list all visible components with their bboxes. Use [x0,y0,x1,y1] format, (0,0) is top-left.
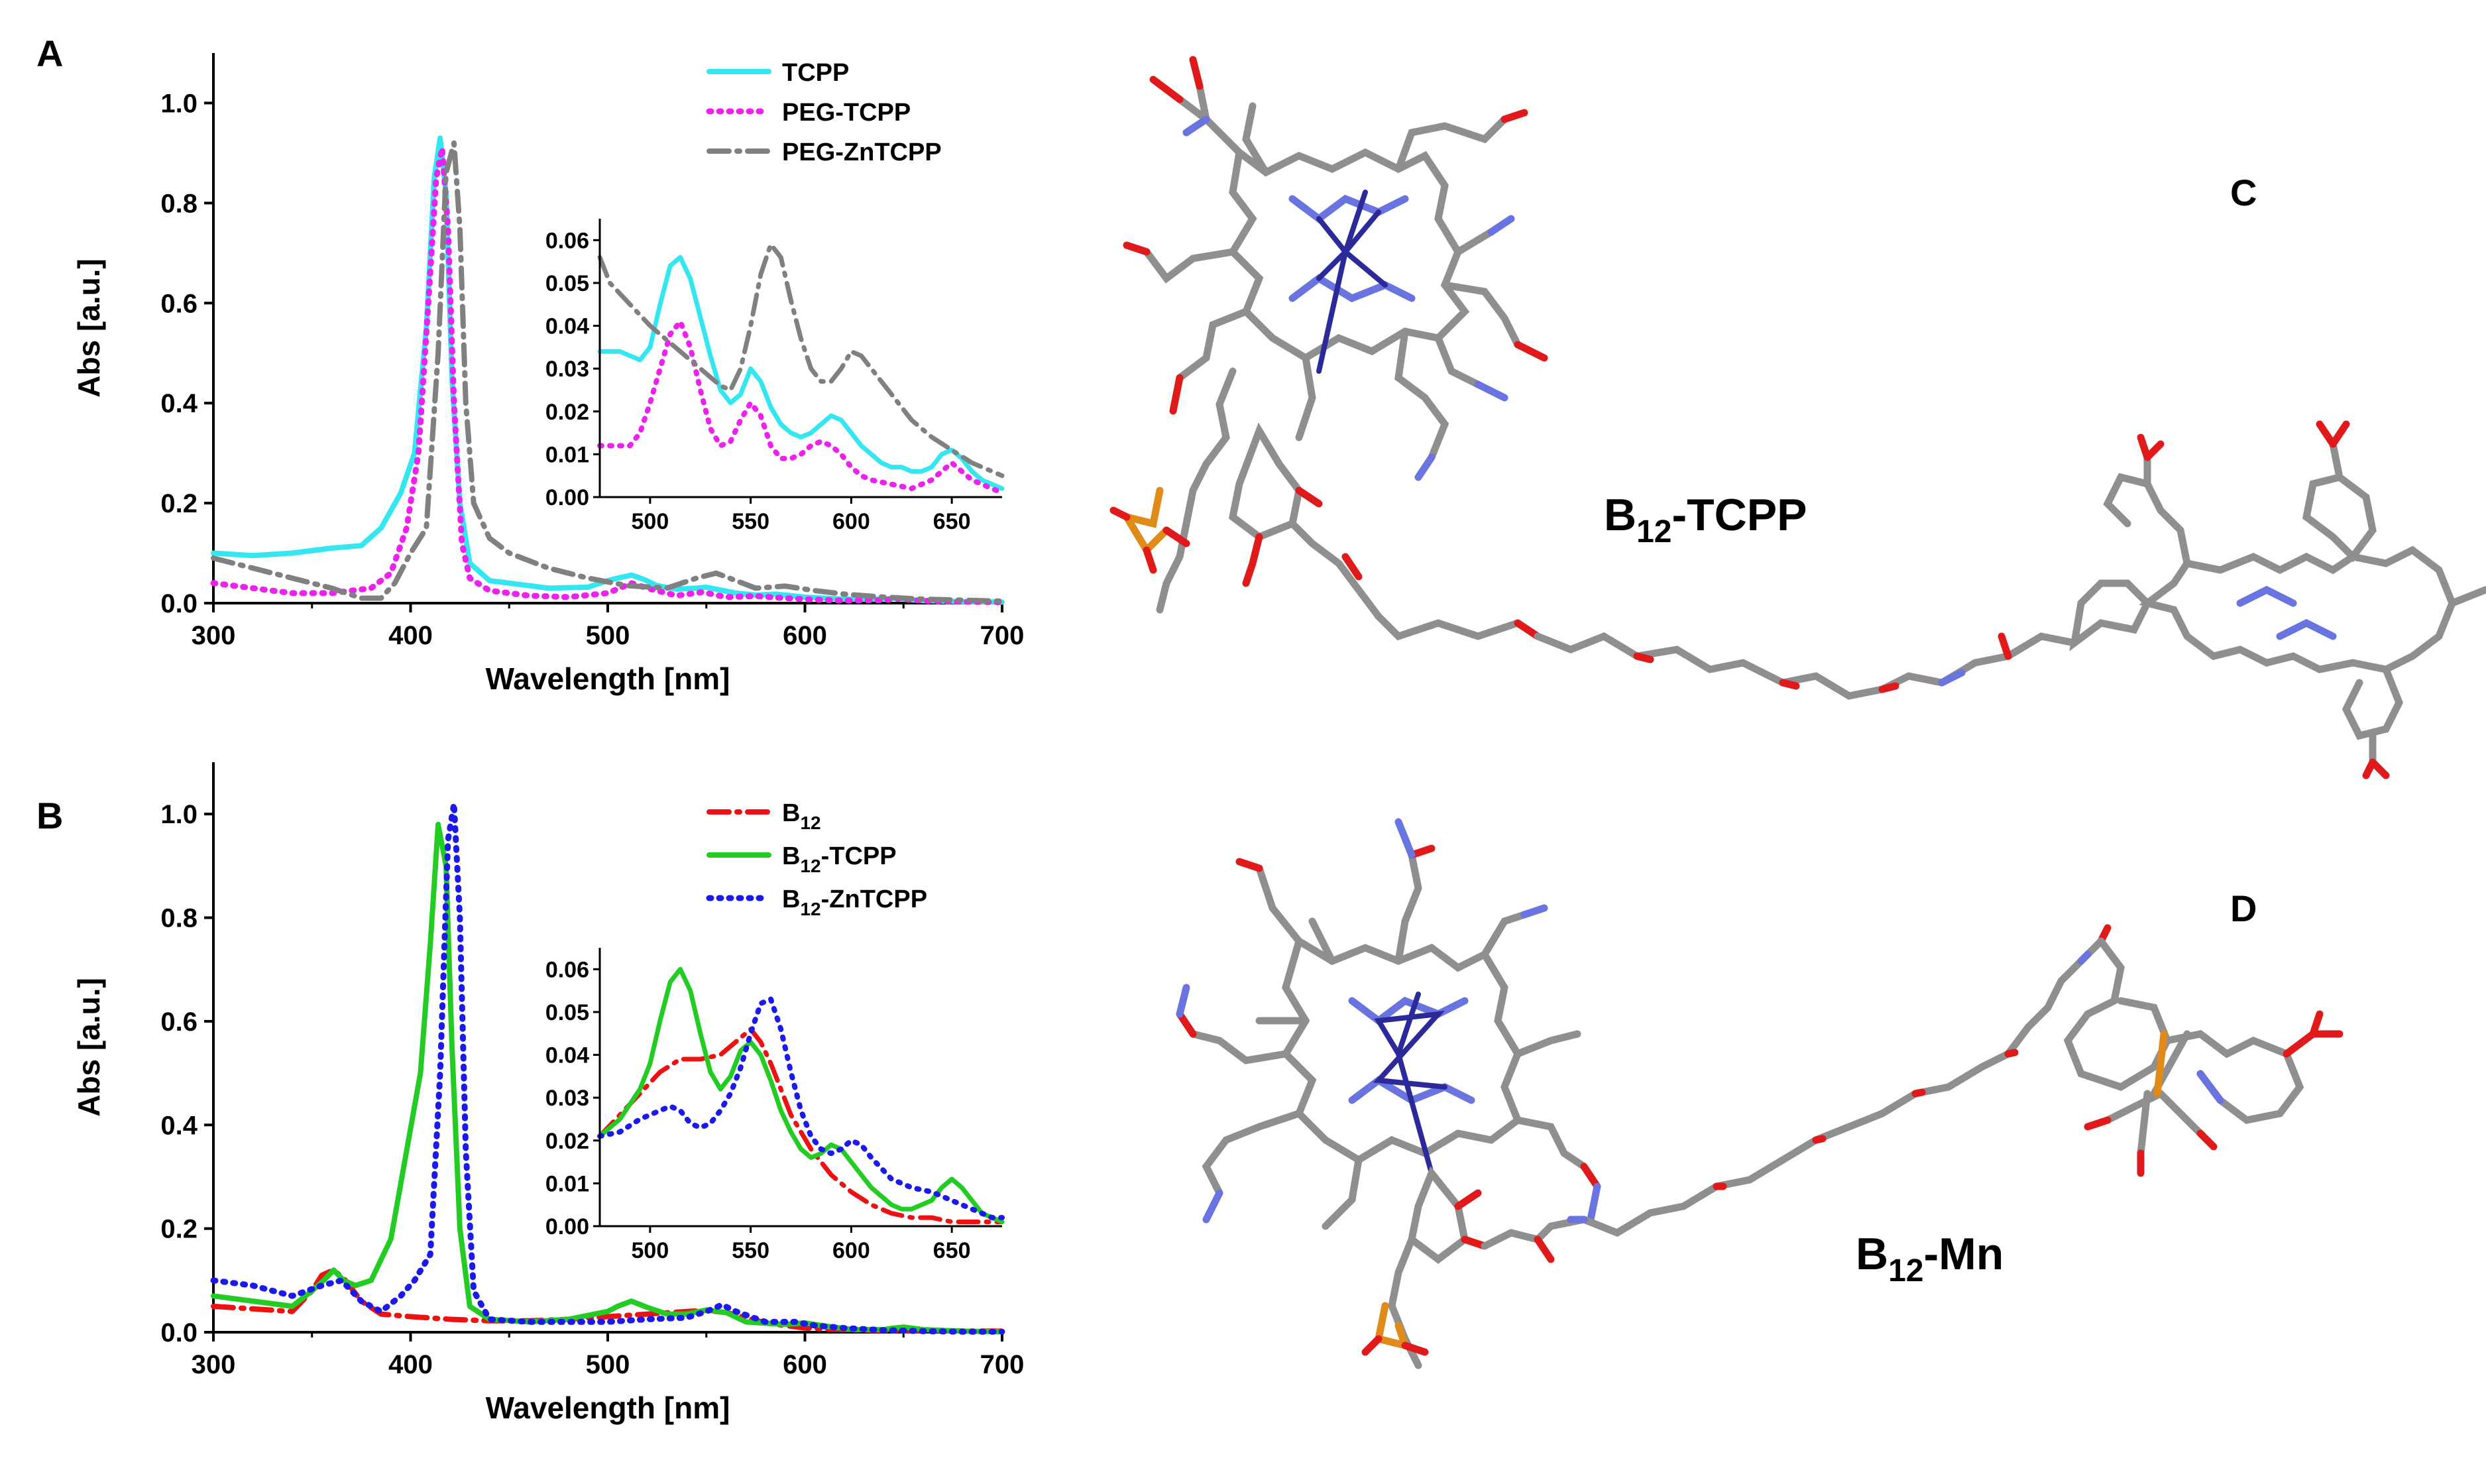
x-tick-label: 400 [388,1350,433,1379]
inset-background [600,948,1002,1226]
inset-x-tick-label: 600 [832,1238,870,1263]
y-tick-label: 0.4 [160,1111,198,1140]
y-axis-title: Abs [a.u.] [72,978,106,1117]
inset-x-tick-label: 650 [933,1238,971,1263]
legend-label: B12 [782,799,821,833]
series-line-b12-zntcpp [210,801,1005,1335]
y-tick-label: 0.8 [160,904,198,933]
x-tick-label: 300 [192,621,236,650]
inset-y-tick-label: 0.02 [545,400,589,425]
y-tick-label: 0.2 [160,1215,198,1244]
molecule-c-label: B12-TCPP [1604,490,1807,549]
y-tick-label: 0.8 [160,189,198,218]
inset-chart: 500 550 600 650 0.00 0.01 0.02 0.03 0.04 0.05 0.06 [545,219,1005,534]
x-tick-label: 400 [388,621,433,650]
legend-label: TCPP [782,59,849,87]
y-tick-label: 0.2 [160,489,198,518]
y-tick-label: 0.4 [160,389,198,418]
molecule-c-structure [1109,56,2486,779]
inset-y-tick-label: 0.06 [545,957,589,982]
panel-letter-d: D [2230,887,2257,929]
inset-series-line-peg-zntcpp [597,242,1005,479]
inset-y-tick-label: 0.02 [545,1129,589,1154]
inset-series-line-tcpp [597,255,1005,491]
inset-y-tick-label: 0.01 [545,442,589,467]
inset-background [600,219,1002,497]
inset-y-tick-label: 0.04 [545,1043,589,1068]
inset-x-tick-label: 650 [933,509,971,534]
y-tick-label: 1.0 [160,89,198,118]
y-tick-label: 0.0 [160,1318,198,1347]
legend-label: PEG-ZnTCPP [782,139,942,166]
x-tick-label: 700 [980,1350,1025,1379]
inset-y-tick-label: 0.05 [545,1000,589,1025]
inset-series-line-b12 [597,1027,1005,1224]
chart-b: 300 400 500 600 700 0.0 0.2 0.4 0.6 0.8 1.0 Wavelen… [72,762,1024,1425]
inset-y-tick-label: 0.00 [545,1214,589,1239]
y-tick-label: 0.0 [160,589,198,618]
y-axis-title: Abs [a.u.] [72,258,106,398]
inset-x-tick-label: 550 [732,1238,769,1263]
inset-series-line-b12-zntcpp [597,996,1005,1221]
y-tick-label: 0.6 [160,1007,198,1037]
y-tick-label: 0.6 [160,289,198,318]
panel-letter-a: A [36,32,63,74]
x-tick-label: 600 [783,621,827,650]
x-axis-title: Wavelength [nm] [486,661,730,696]
inset-series-line-peg-tcpp [597,319,1005,496]
inset-chart: 500 550 600 650 0.00 0.01 0.02 0.03 0.04 0.05 0.06 [545,948,1005,1263]
x-tick-label: 500 [586,1350,630,1379]
inset-y-tick-label: 0.03 [545,1086,589,1111]
inset-y-tick-label: 0.00 [545,485,589,510]
x-tick-label: 500 [586,621,630,650]
x-tick-label: 700 [980,621,1025,650]
x-tick-label: 600 [783,1350,827,1379]
inset-x-tick-label: 500 [632,509,669,534]
series-line-peg-zntcpp [211,140,1005,604]
molecule-d-label: B12-Mn [1856,1229,2004,1288]
molecule-d-structure [1176,818,2344,1369]
legend-label: B12-TCPP [782,842,897,876]
panel-letter-b: B [36,795,63,836]
panel-letter-c: C [2230,172,2257,213]
y-tick-label: 1.0 [160,800,198,829]
inset-y-tick-label: 0.05 [545,271,589,296]
inset-y-tick-label: 0.06 [545,228,589,253]
series-line-peg-tcpp [210,144,1005,605]
inset-y-tick-label: 0.03 [545,357,589,382]
chart-a: 300 400 500 600 700 0.0 0.2 0.4 0.6 0.8 1.0 Wavelen… [72,53,1024,696]
inset-x-tick-label: 600 [832,509,870,534]
inset-x-tick-label: 500 [632,1238,669,1263]
inset-y-tick-label: 0.04 [545,314,589,339]
x-axis-title: Wavelength [nm] [486,1391,730,1425]
legend-label: PEG-TCPP [782,99,911,127]
inset-y-tick-label: 0.01 [545,1171,589,1196]
legend-label: B12-ZnTCPP [782,885,927,919]
inset-x-tick-label: 550 [732,509,769,534]
x-tick-label: 300 [192,1350,236,1379]
series-line-tcpp [211,135,1005,605]
